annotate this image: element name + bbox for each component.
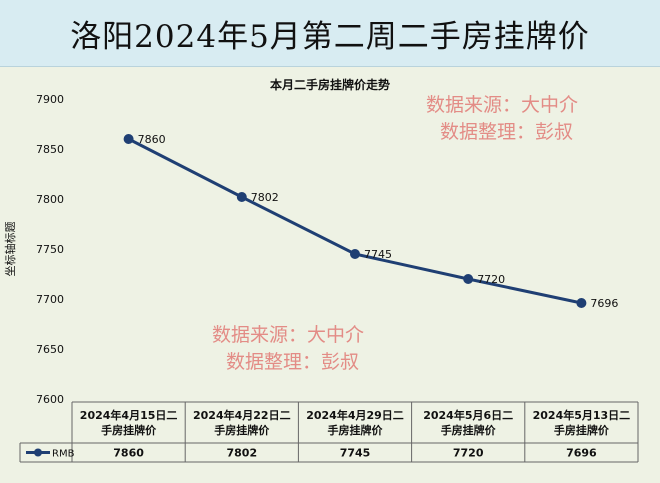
y-axis-title: 坐标轴标题 — [3, 222, 17, 277]
y-tick-label: 7800 — [36, 193, 64, 206]
x-category-label: 2024年4月15日二手房挂牌价 — [80, 408, 178, 437]
series-line — [127, 137, 582, 305]
data-label: 7745 — [364, 248, 392, 261]
y-tick-label: 7600 — [36, 393, 64, 406]
data-point — [576, 298, 587, 308]
data-label: 7720 — [477, 273, 505, 286]
data-label: 7802 — [251, 191, 279, 204]
watermark-editor: 数据整理：彭叔 — [440, 121, 574, 143]
watermark-top: 数据来源：大中介 数据整理：彭叔 — [426, 92, 578, 146]
x-category-label: 2024年4月29日二手房挂牌价 — [306, 408, 404, 437]
data-point — [463, 274, 474, 284]
x-category-label: 2024年5月13日二手房挂牌价 — [533, 408, 631, 437]
table-value: 7696 — [566, 447, 597, 460]
watermark-source: 数据来源：大中介 — [426, 94, 579, 116]
legend-label: RMB — [52, 449, 75, 460]
data-label: 7696 — [590, 297, 618, 310]
x-category-label: 2024年5月6日二手房挂牌价 — [423, 408, 513, 437]
page-title: 洛阳2024年5月第二周二手房挂牌价 — [70, 18, 590, 55]
chart-title: 本月二手房挂牌价走势 — [270, 77, 390, 92]
watermark-bottom: 数据来源：大中介 数据整理：彭叔 — [212, 322, 364, 376]
data-point — [236, 192, 247, 202]
table-value: 7720 — [453, 447, 484, 460]
y-tick-label: 7900 — [36, 93, 64, 106]
watermark-editor: 数据整理：彭叔 — [226, 351, 360, 373]
data-point — [350, 249, 360, 259]
legend-marker — [34, 448, 42, 457]
y-tick-label: 7850 — [36, 143, 64, 156]
y-tick-label: 7750 — [36, 243, 64, 256]
table-value: 7860 — [113, 447, 144, 460]
table-value: 7802 — [226, 447, 257, 460]
y-tick-label: 7700 — [36, 293, 64, 306]
data-point — [123, 134, 134, 144]
chart-panel: 本月二手房挂牌价走势坐标轴标题 7600 7650 7700 7750 7800 7850 7… — [0, 67, 660, 483]
header-banner: 洛阳2024年5月第二周二手房挂牌价 — [0, 0, 660, 67]
y-tick-label: 7650 — [36, 343, 64, 356]
x-category-label: 2024年4月22日二手房挂牌价 — [193, 408, 291, 437]
table-value: 7745 — [340, 447, 371, 460]
data-label: 7860 — [138, 133, 166, 146]
watermark-source: 数据来源：大中介 — [212, 324, 365, 346]
